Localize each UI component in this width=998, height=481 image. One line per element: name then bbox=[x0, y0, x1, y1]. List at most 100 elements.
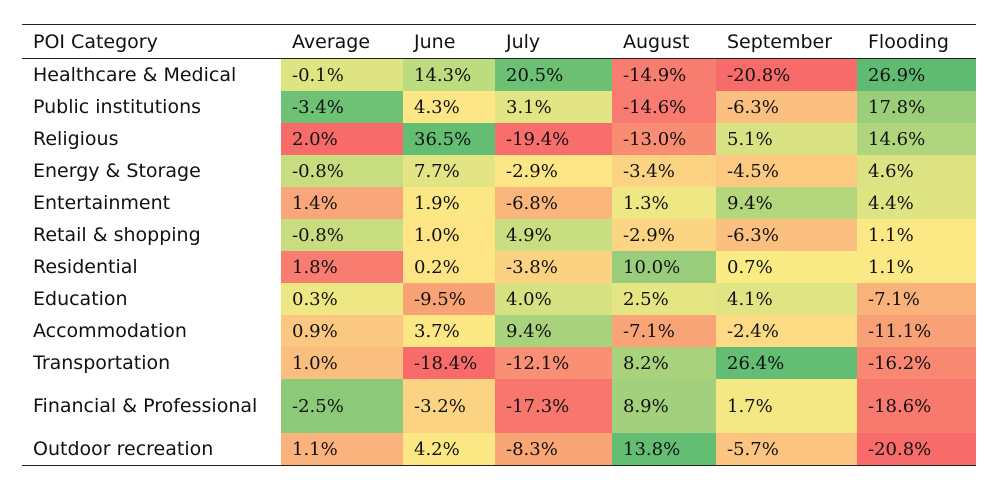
value-cell-august: -13.0% bbox=[612, 123, 716, 155]
table-row: Religious 2.0% 36.5% -19.4% -13.0% 5.1% 14.6% bbox=[22, 123, 976, 155]
value-cell-flooding: -7.1% bbox=[857, 283, 976, 315]
poi-change-table: POI Category Average June July August Se… bbox=[22, 24, 976, 466]
value-cell-september: 0.7% bbox=[716, 251, 857, 283]
table-row: Financial & Professional -2.5% -3.2% -17.3%… bbox=[22, 379, 976, 433]
value-cell-july: 4.0% bbox=[495, 283, 612, 315]
header-june: June bbox=[414, 30, 456, 53]
value-cell-flooding: -16.2% bbox=[857, 347, 976, 379]
value-cell-july: -3.8% bbox=[495, 251, 612, 283]
value-cell-flooding: 14.6% bbox=[857, 123, 976, 155]
value-cell-average: 2.0% bbox=[281, 123, 403, 155]
header-average: Average bbox=[292, 30, 371, 53]
table-row: Energy & Storage -0.8% 7.7% -2.9% -3.4% -4.5%… bbox=[22, 155, 976, 187]
value-cell-august: -7.1% bbox=[612, 315, 716, 347]
table-row: Entertainment 1.4% 1.9% -6.8% 1.3% 9.4% 4.4% bbox=[22, 187, 976, 219]
value-cell-june: 7.7% bbox=[403, 155, 495, 187]
table-row: Education 0.3% -9.5% 4.0% 2.5% 4.1% -7.1% bbox=[22, 283, 976, 315]
value-cell-september: -5.7% bbox=[716, 433, 857, 466]
value-cell-average: 1.8% bbox=[281, 251, 403, 283]
value-cell-average: -3.4% bbox=[281, 91, 403, 123]
table-row: Outdoor recreation 1.1% 4.2% -8.3% 13.8% -5.7… bbox=[22, 433, 976, 466]
row-category-label: Healthcare & Medical bbox=[33, 64, 237, 86]
value-cell-august: -14.9% bbox=[612, 58, 716, 91]
value-cell-july: -2.9% bbox=[495, 155, 612, 187]
header-august: August bbox=[623, 30, 690, 53]
value-cell-june: -3.2% bbox=[403, 379, 495, 433]
value-cell-september: -2.4% bbox=[716, 315, 857, 347]
value-cell-average: 1.0% bbox=[281, 347, 403, 379]
value-cell-august: 10.0% bbox=[612, 251, 716, 283]
row-category-label: Education bbox=[33, 288, 128, 310]
table-row: Public institutions -3.4% 4.3% 3.1% -14.6% -6… bbox=[22, 91, 976, 123]
value-cell-june: -9.5% bbox=[403, 283, 495, 315]
header-september: September bbox=[727, 30, 833, 53]
value-cell-july: 3.1% bbox=[495, 91, 612, 123]
value-cell-average: -0.8% bbox=[281, 219, 403, 251]
value-cell-september: -6.3% bbox=[716, 91, 857, 123]
row-category-label: Transportation bbox=[33, 352, 171, 374]
table-row: Transportation 1.0% -18.4% -12.1% 8.2% 26.4% -… bbox=[22, 347, 976, 379]
value-cell-july: 4.9% bbox=[495, 219, 612, 251]
header-poi-category: POI Category bbox=[33, 30, 158, 53]
row-category-label: Entertainment bbox=[33, 192, 171, 214]
row-category-label: Outdoor recreation bbox=[33, 438, 214, 460]
header-july: July bbox=[506, 30, 541, 53]
value-cell-september: 5.1% bbox=[716, 123, 857, 155]
value-cell-august: 13.8% bbox=[612, 433, 716, 466]
row-category-label: Accommodation bbox=[33, 320, 187, 342]
value-cell-average: -0.8% bbox=[281, 155, 403, 187]
value-cell-july: -6.8% bbox=[495, 187, 612, 219]
value-cell-june: 4.2% bbox=[403, 433, 495, 466]
value-cell-flooding: 4.6% bbox=[857, 155, 976, 187]
value-cell-june: 14.3% bbox=[403, 58, 495, 91]
value-cell-september: -20.8% bbox=[716, 58, 857, 91]
value-cell-july: -8.3% bbox=[495, 433, 612, 466]
row-category-label: Religious bbox=[33, 128, 119, 150]
value-cell-september: -6.3% bbox=[716, 219, 857, 251]
value-cell-flooding: -20.8% bbox=[857, 433, 976, 466]
value-cell-august: 1.3% bbox=[612, 187, 716, 219]
value-cell-july: 9.4% bbox=[495, 315, 612, 347]
row-category-label: Energy & Storage bbox=[33, 160, 201, 182]
value-cell-flooding: 4.4% bbox=[857, 187, 976, 219]
value-cell-average: -0.1% bbox=[281, 58, 403, 91]
value-cell-september: 1.7% bbox=[716, 379, 857, 433]
value-cell-september: 9.4% bbox=[716, 187, 857, 219]
value-cell-flooding: 17.8% bbox=[857, 91, 976, 123]
value-cell-average: 1.4% bbox=[281, 187, 403, 219]
value-cell-average: 0.9% bbox=[281, 315, 403, 347]
value-cell-flooding: 26.9% bbox=[857, 58, 976, 91]
table-row: Healthcare & Medical -0.1% 14.3% 20.5% -14.9… bbox=[22, 58, 976, 91]
value-cell-average: 1.1% bbox=[281, 433, 403, 466]
table-row: Retail & shopping -0.8% 1.0% 4.9% -2.9% -6.3%… bbox=[22, 219, 976, 251]
value-cell-june: 1.9% bbox=[403, 187, 495, 219]
value-cell-september: -4.5% bbox=[716, 155, 857, 187]
value-cell-august: 8.9% bbox=[612, 379, 716, 433]
header-flooding: Flooding bbox=[868, 30, 949, 53]
value-cell-june: 36.5% bbox=[403, 123, 495, 155]
table-row: Residential 1.8% 0.2% -3.8% 10.0% 0.7% 1.1% bbox=[22, 251, 976, 283]
value-cell-flooding: 1.1% bbox=[857, 219, 976, 251]
value-cell-june: 0.2% bbox=[403, 251, 495, 283]
header-row: POI Category Average June July August Se… bbox=[22, 24, 976, 59]
value-cell-average: 0.3% bbox=[281, 283, 403, 315]
value-cell-july: -12.1% bbox=[495, 347, 612, 379]
value-cell-july: -19.4% bbox=[495, 123, 612, 155]
value-cell-august: -14.6% bbox=[612, 91, 716, 123]
row-category-label: Retail & shopping bbox=[33, 224, 201, 246]
table-row: Accommodation 0.9% 3.7% 9.4% -7.1% -2.4% -11.1… bbox=[22, 315, 976, 347]
row-category-label: Residential bbox=[33, 256, 138, 278]
value-cell-june: 3.7% bbox=[403, 315, 495, 347]
value-cell-average: -2.5% bbox=[281, 379, 403, 433]
value-cell-september: 4.1% bbox=[716, 283, 857, 315]
value-cell-flooding: -11.1% bbox=[857, 315, 976, 347]
value-cell-june: -18.4% bbox=[403, 347, 495, 379]
value-cell-august: -3.4% bbox=[612, 155, 716, 187]
value-cell-flooding: -18.6% bbox=[857, 379, 976, 433]
row-category-label: Public institutions bbox=[33, 96, 202, 118]
value-cell-august: 2.5% bbox=[612, 283, 716, 315]
row-category-label: Financial & Professional bbox=[33, 395, 258, 417]
value-cell-july: 20.5% bbox=[495, 58, 612, 91]
value-cell-september: 26.4% bbox=[716, 347, 857, 379]
value-cell-june: 4.3% bbox=[403, 91, 495, 123]
